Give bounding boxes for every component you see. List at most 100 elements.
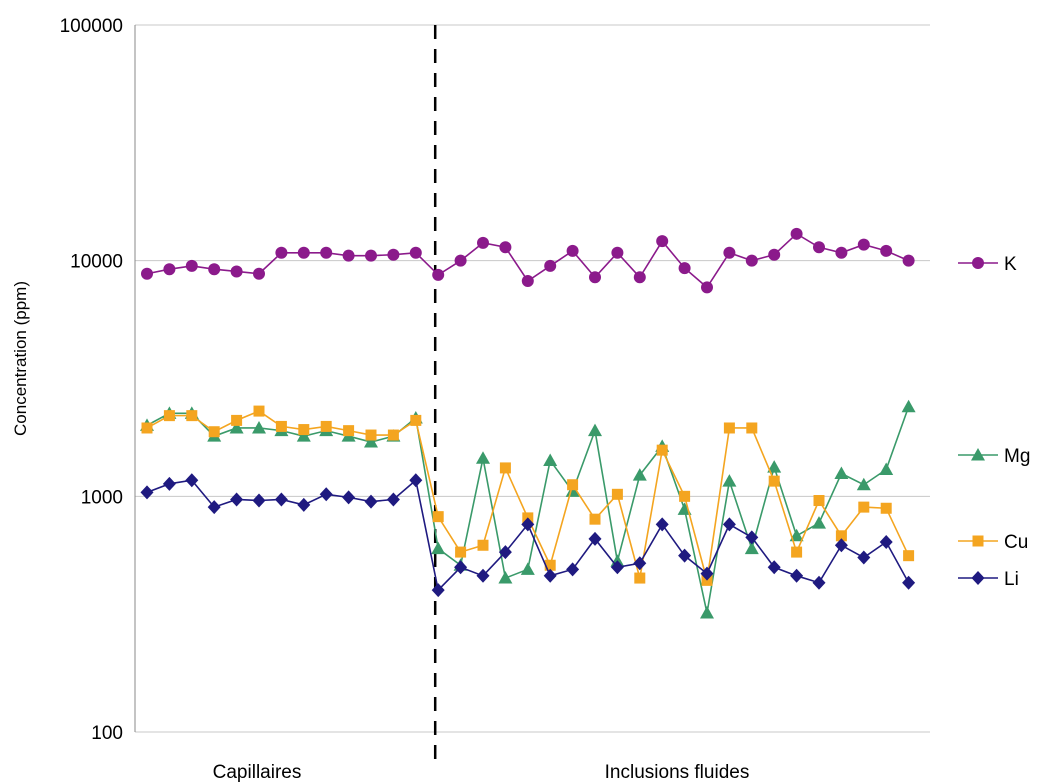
group-labels: Capillaires Inclusions fluides [213,762,750,783]
legend: K Mg Cu Li [958,254,1030,590]
data-point-cu [634,572,646,584]
data-point-cu [432,511,444,523]
data-point-li [521,517,535,532]
data-point-mg [856,477,871,491]
legend-marker [972,257,984,269]
data-point-k [454,254,467,267]
data-point-cu [656,444,668,456]
data-point-mg [364,435,378,448]
data-point-k [320,246,333,259]
data-point-mg [767,460,782,473]
data-point-k [208,263,221,276]
data-point-li [386,492,400,507]
data-point-k [477,236,489,249]
data-point-k [790,227,803,240]
data-point-cu [813,495,825,507]
data-point-cu [387,429,399,441]
data-point-li [566,562,580,577]
data-point-mg [901,399,916,413]
data-point-mg [632,468,647,481]
data-point-cu [455,546,467,558]
legend-marker [972,535,984,547]
data-point-cu [723,422,735,434]
data-point-k [745,254,758,267]
series-li [140,473,916,598]
data-point-li [745,530,759,545]
data-point-li [902,575,916,590]
data-point-li [678,548,692,563]
data-point-k [499,241,512,254]
data-point-li [655,517,669,532]
data-point-li [185,473,199,488]
data-point-cu [410,414,422,426]
series-layer [140,227,916,619]
data-point-cu [589,513,601,525]
data-point-cu [275,420,287,432]
data-point-k [857,238,870,251]
data-point-k [141,267,153,280]
data-point-k [387,248,400,261]
data-point-li [230,492,244,507]
data-point-li [700,566,714,581]
data-point-mg [812,516,826,529]
data-point-k [432,268,445,281]
data-point-mg [476,451,490,464]
data-point-mg [431,541,446,555]
data-point-k [365,249,377,262]
data-point-cu [835,530,847,542]
data-point-li [319,487,333,502]
data-point-mg [498,571,513,584]
data-point-cu [186,410,198,422]
data-point-mg [565,484,580,497]
data-point-li [162,476,176,491]
series-line-mg [146,406,910,614]
data-point-li [140,485,154,500]
data-point-li [812,575,826,590]
data-point-cu [611,488,623,500]
data-point-cu [141,422,153,434]
data-point-cu [477,539,489,551]
data-point-li [543,568,557,583]
data-point-li [454,560,468,575]
data-point-mg [722,474,737,487]
data-point-k [409,246,422,259]
data-point-cu [499,462,511,474]
data-point-k [723,246,736,259]
data-point-mg [700,605,714,619]
data-point-li [409,473,423,488]
data-point-k [633,271,646,284]
data-point-li [431,583,445,598]
series-k [141,227,915,294]
y-tick-label: 100000 [60,16,123,37]
data-point-k [835,246,848,259]
data-point-li [252,493,266,508]
data-point-k [297,246,310,259]
data-point-li [498,545,512,560]
legend-label: Li [1004,569,1019,590]
data-point-li [342,490,356,505]
data-point-li [879,535,893,550]
data-point-li [857,550,871,565]
data-point-cu [791,546,803,558]
data-point-li [207,500,221,515]
data-point-cu [858,501,870,513]
legend-marker [971,571,985,585]
data-point-li [476,568,490,583]
data-point-li [364,494,378,509]
data-point-k [701,281,713,294]
data-point-cu [320,420,332,432]
data-point-mg [834,466,849,479]
data-point-mg [543,453,558,466]
data-point-k [521,274,534,287]
data-point-k [163,263,176,276]
data-point-cu [880,502,892,514]
data-point-mg [879,462,894,475]
data-point-k [275,246,288,259]
data-point-k [611,246,624,259]
data-point-li [790,568,804,583]
data-point-cu [253,405,265,417]
data-point-k [566,244,579,257]
data-point-mg [252,420,266,434]
y-tick-label: 1000 [81,487,123,508]
